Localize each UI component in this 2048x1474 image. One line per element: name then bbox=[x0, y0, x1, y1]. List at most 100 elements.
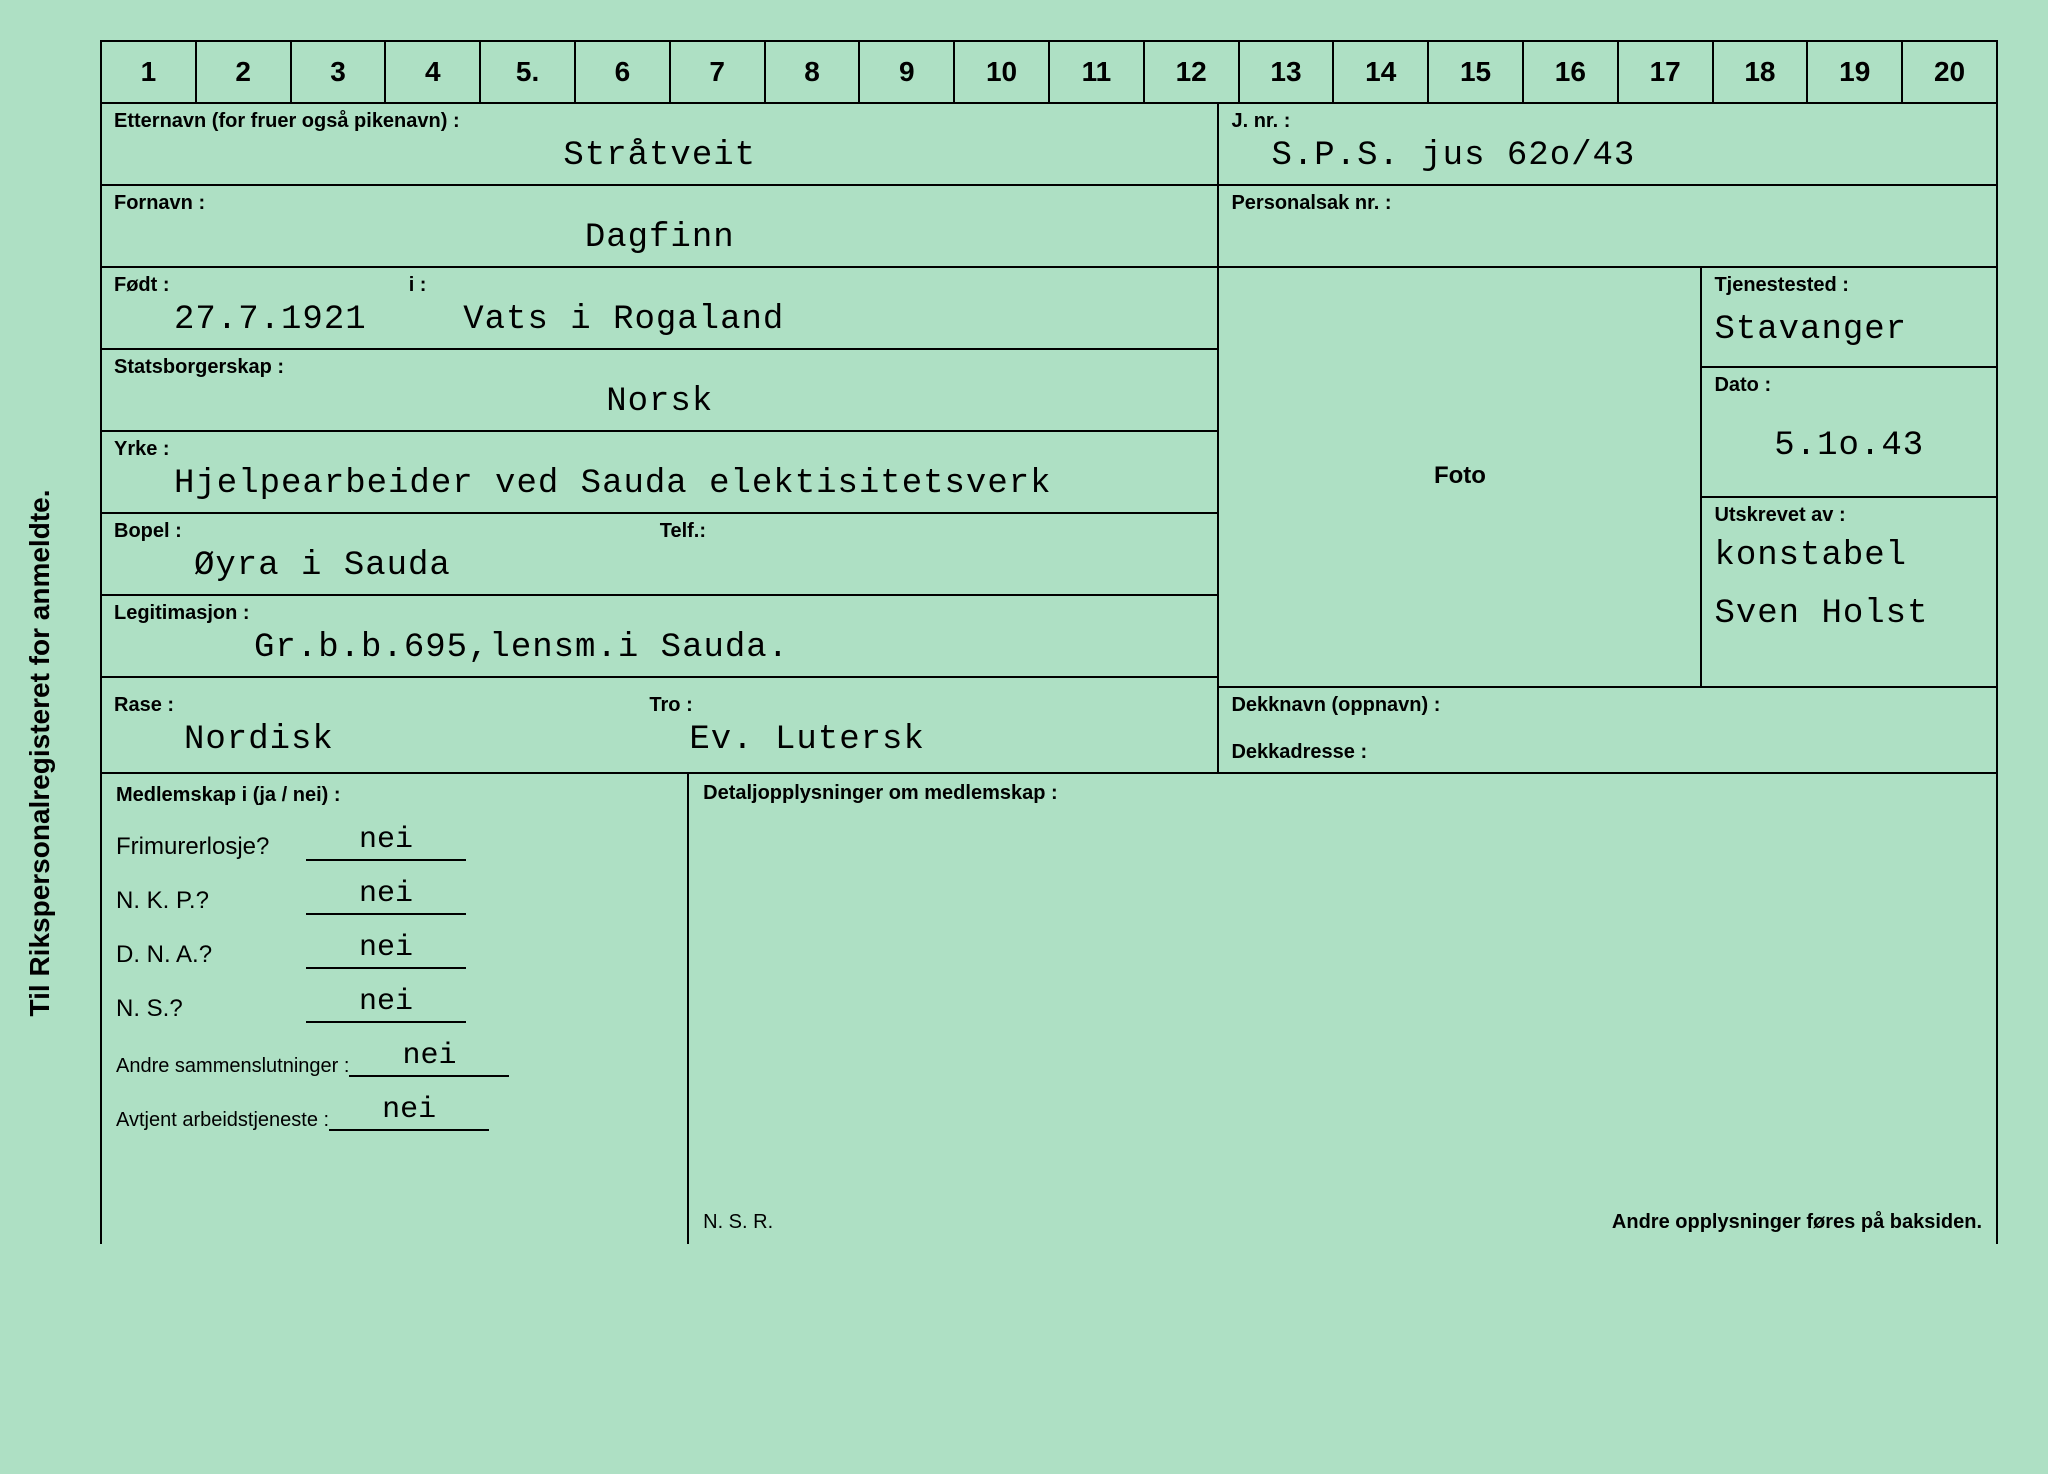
value-andre-samm: nei bbox=[349, 1039, 509, 1077]
label-yrke: Yrke : bbox=[114, 438, 1205, 461]
label-fodt: Født : bbox=[114, 274, 409, 297]
label-statsborgerskap: Statsborgerskap : bbox=[114, 356, 1205, 379]
value-fodt-i: Vats i Rogaland bbox=[463, 297, 1205, 339]
label-nsr: N. S. R. bbox=[703, 1211, 773, 1234]
field-jnr: J. nr. : S.P.S. jus 62o/43 bbox=[1219, 104, 1996, 186]
value-avtjent: nei bbox=[329, 1093, 489, 1131]
value-ns: nei bbox=[306, 985, 466, 1023]
num-cell: 2 bbox=[197, 42, 292, 102]
value-yrke: Hjelpearbeider ved Sauda elektisitetsver… bbox=[114, 461, 1205, 503]
num-cell: 4 bbox=[386, 42, 481, 102]
label-etternavn: Etternavn (for fruer også pikenavn) : bbox=[114, 110, 1205, 133]
value-legitimasjon: Gr.b.b.695,lensm.i Sauda. bbox=[114, 625, 1205, 667]
label-jnr: J. nr. : bbox=[1231, 110, 1984, 133]
label-detalj: Detaljopplysninger om medlemskap : bbox=[703, 782, 1982, 805]
value-bopel: Øyra i Sauda bbox=[114, 543, 1205, 585]
value-personalsak bbox=[1231, 215, 1984, 219]
label-dekkadresse: Dekkadresse : bbox=[1231, 717, 1984, 764]
label-personalsak: Personalsak nr. : bbox=[1231, 192, 1984, 215]
num-cell: 10 bbox=[955, 42, 1050, 102]
value-fornavn: Dagfinn bbox=[114, 215, 1205, 257]
label-andre-samm: Andre sammenslutninger : bbox=[116, 1055, 349, 1077]
label-frimurer: Frimurerlosje? bbox=[116, 833, 306, 861]
value-dna: nei bbox=[306, 931, 466, 969]
mem-dna: D. N. A.? nei bbox=[116, 931, 673, 969]
num-cell: 9 bbox=[860, 42, 955, 102]
num-cell: 3 bbox=[292, 42, 387, 102]
field-personalsak: Personalsak nr. : bbox=[1219, 186, 1996, 268]
field-bopel: Bopel : Telf.: Øyra i Sauda bbox=[102, 514, 1217, 596]
value-fodt: 27.7.1921 bbox=[114, 297, 463, 339]
num-cell: 17 bbox=[1619, 42, 1714, 102]
label-foto: Foto bbox=[1434, 462, 1486, 490]
num-cell: 13 bbox=[1240, 42, 1335, 102]
label-legitimasjon: Legitimasjon : bbox=[114, 602, 1205, 625]
mem-frimurer: Frimurerlosje? nei bbox=[116, 823, 673, 861]
value-jnr: S.P.S. jus 62o/43 bbox=[1231, 133, 1984, 175]
value-tjenestested: Stavanger bbox=[1714, 297, 1984, 349]
field-foto: Foto bbox=[1219, 268, 1702, 688]
mem-nkp: N. K. P.? nei bbox=[116, 877, 673, 915]
label-utskrevet: Utskrevet av : bbox=[1714, 504, 1984, 527]
label-telf: Telf.: bbox=[660, 520, 1206, 543]
mem-avtjent: Avtjent arbeidstjeneste : nei bbox=[116, 1093, 673, 1131]
value-utskrevet2: Sven Holst bbox=[1714, 575, 1984, 633]
side-label: Til Rikspersonalregisteret for anmeldte. bbox=[24, 490, 56, 1017]
label-ns: N. S.? bbox=[116, 995, 306, 1023]
num-cell: 20 bbox=[1903, 42, 1998, 102]
field-fodt: Født : i : 27.7.1921 Vats i Rogaland bbox=[102, 268, 1217, 350]
value-statsborgerskap: Norsk bbox=[114, 379, 1205, 421]
num-cell: 6 bbox=[576, 42, 671, 102]
num-cell: 7 bbox=[671, 42, 766, 102]
num-cell: 16 bbox=[1524, 42, 1619, 102]
field-rase-tro: Rase : Nordisk Tro : Ev. Lutersk bbox=[102, 688, 1219, 774]
num-cell: 11 bbox=[1050, 42, 1145, 102]
value-etternavn: Stråtveit bbox=[114, 133, 1205, 175]
label-dna: D. N. A.? bbox=[116, 941, 306, 969]
num-cell: 15 bbox=[1429, 42, 1524, 102]
field-utskrevet: Utskrevet av : konstabel Sven Holst bbox=[1702, 498, 1996, 688]
mem-ns: N. S.? nei bbox=[116, 985, 673, 1023]
number-bar: 1 2 3 4 5. 6 7 8 9 10 11 12 13 14 15 16 … bbox=[100, 40, 1998, 104]
membership-block: Medlemskap i (ja / nei) : Frimurerlosje?… bbox=[102, 774, 689, 1244]
mem-andre: Andre sammenslutninger : nei bbox=[116, 1039, 673, 1077]
num-cell: 5. bbox=[481, 42, 576, 102]
num-cell: 18 bbox=[1714, 42, 1809, 102]
value-utskrevet1: konstabel bbox=[1714, 527, 1984, 575]
value-frimurer: nei bbox=[306, 823, 466, 861]
registry-card: Til Rikspersonalregisteret for anmeldte.… bbox=[0, 0, 2048, 1474]
field-yrke: Yrke : Hjelpearbeider ved Sauda elektisi… bbox=[102, 432, 1217, 514]
label-i: i : bbox=[409, 274, 1206, 297]
value-rase: Nordisk bbox=[114, 717, 625, 759]
value-dato: 5.1o.43 bbox=[1714, 397, 1984, 465]
label-tro: Tro : bbox=[649, 694, 1205, 717]
left-block: Født : i : 27.7.1921 Vats i Rogaland Sta… bbox=[102, 268, 1219, 688]
label-bopel: Bopel : bbox=[114, 520, 660, 543]
label-tjenestested: Tjenestested : bbox=[1714, 274, 1984, 297]
num-cell: 12 bbox=[1145, 42, 1240, 102]
label-fornavn: Fornavn : bbox=[114, 192, 1205, 215]
label-back: Andre opplysninger føres på baksiden. bbox=[1612, 1211, 1982, 1234]
field-fornavn: Fornavn : Dagfinn bbox=[102, 186, 1219, 268]
num-cell: 1 bbox=[102, 42, 197, 102]
field-legitimasjon: Legitimasjon : Gr.b.b.695,lensm.i Sauda. bbox=[102, 596, 1217, 678]
num-cell: 19 bbox=[1808, 42, 1903, 102]
label-rase: Rase : bbox=[114, 694, 625, 717]
num-cell: 14 bbox=[1334, 42, 1429, 102]
field-dekk: Dekknavn (oppnavn) : Dekkadresse : bbox=[1219, 688, 1996, 774]
right-block: Tjenestested : Stavanger Dato : 5.1o.43 … bbox=[1702, 268, 1996, 688]
label-medlemskap: Medlemskap i (ja / nei) : bbox=[116, 784, 673, 807]
details-block: Detaljopplysninger om medlemskap : N. S.… bbox=[689, 774, 1996, 1244]
label-nkp: N. K. P.? bbox=[116, 887, 306, 915]
field-statsborgerskap: Statsborgerskap : Norsk bbox=[102, 350, 1217, 432]
label-dato: Dato : bbox=[1714, 374, 1984, 397]
label-dekknavn: Dekknavn (oppnavn) : bbox=[1231, 694, 1984, 717]
field-tjenestested: Tjenestested : Stavanger bbox=[1702, 268, 1996, 368]
field-etternavn: Etternavn (for fruer også pikenavn) : St… bbox=[102, 104, 1219, 186]
value-tro: Ev. Lutersk bbox=[649, 717, 1205, 759]
value-nkp: nei bbox=[306, 877, 466, 915]
form-grid: Etternavn (for fruer også pikenavn) : St… bbox=[100, 104, 1998, 1244]
num-cell: 8 bbox=[766, 42, 861, 102]
label-avtjent: Avtjent arbeidstjeneste : bbox=[116, 1109, 329, 1131]
field-dato: Dato : 5.1o.43 bbox=[1702, 368, 1996, 498]
